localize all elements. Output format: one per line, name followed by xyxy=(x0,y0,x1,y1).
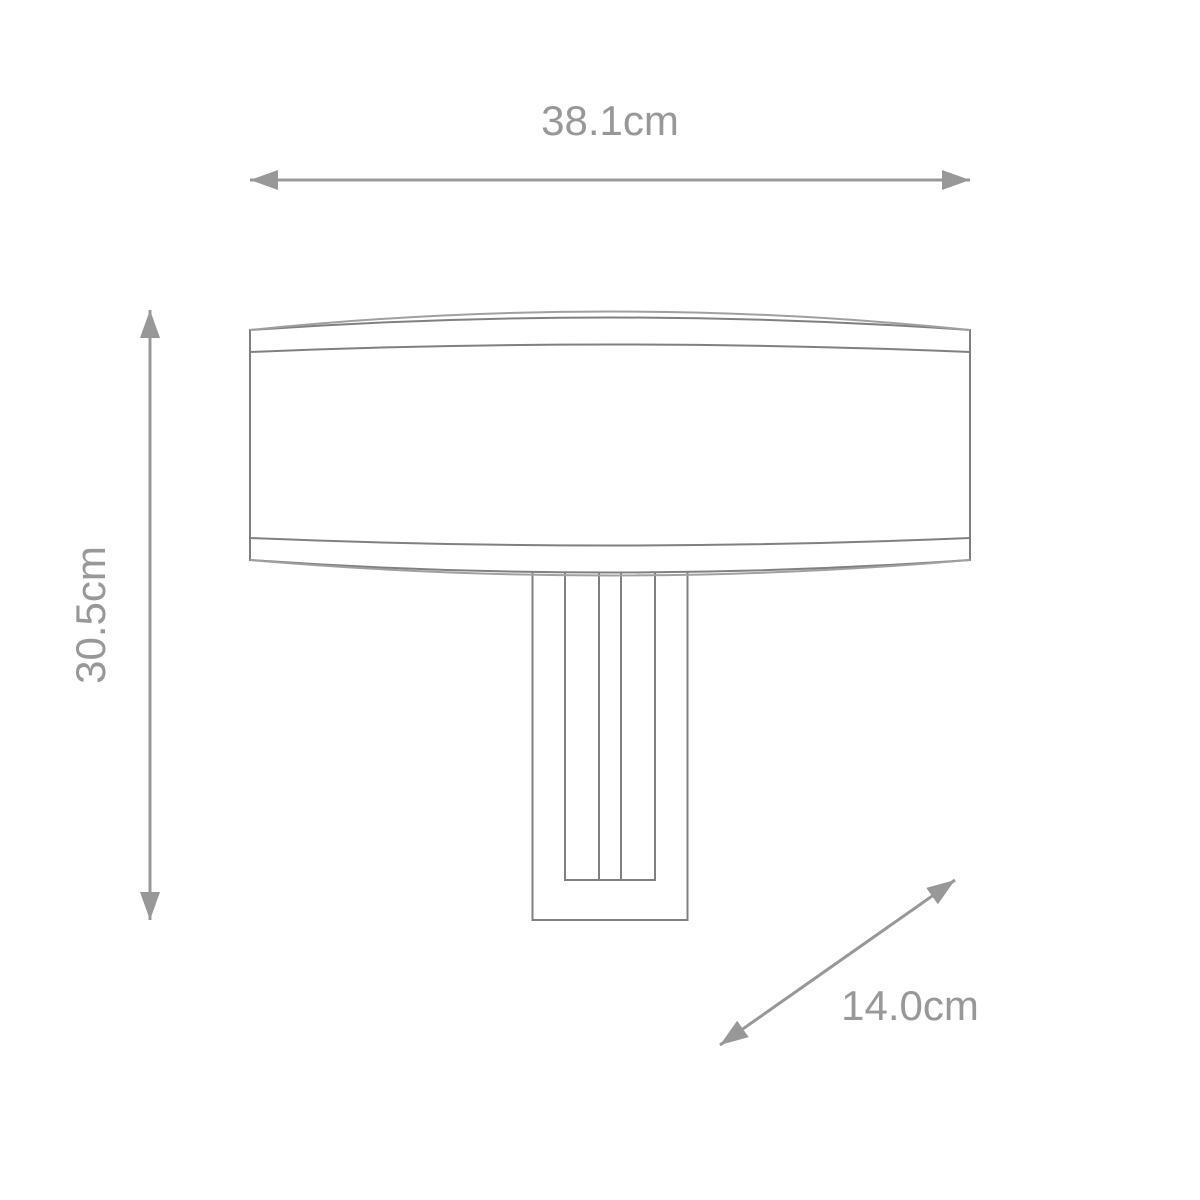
shade-body xyxy=(250,318,970,573)
dimension-diagram: 38.1cm 30.5cm 14.0cm xyxy=(0,0,1200,1200)
lamp-outline xyxy=(250,312,970,921)
dimension-height-arrow xyxy=(140,310,160,920)
dimension-width-label: 38.1cm xyxy=(541,97,679,144)
dimension-depth-label: 14.0cm xyxy=(841,982,979,1029)
bracket-inner xyxy=(565,560,655,880)
dimension-width-arrow xyxy=(250,170,970,190)
dimension-height-label: 30.5cm xyxy=(67,546,114,684)
